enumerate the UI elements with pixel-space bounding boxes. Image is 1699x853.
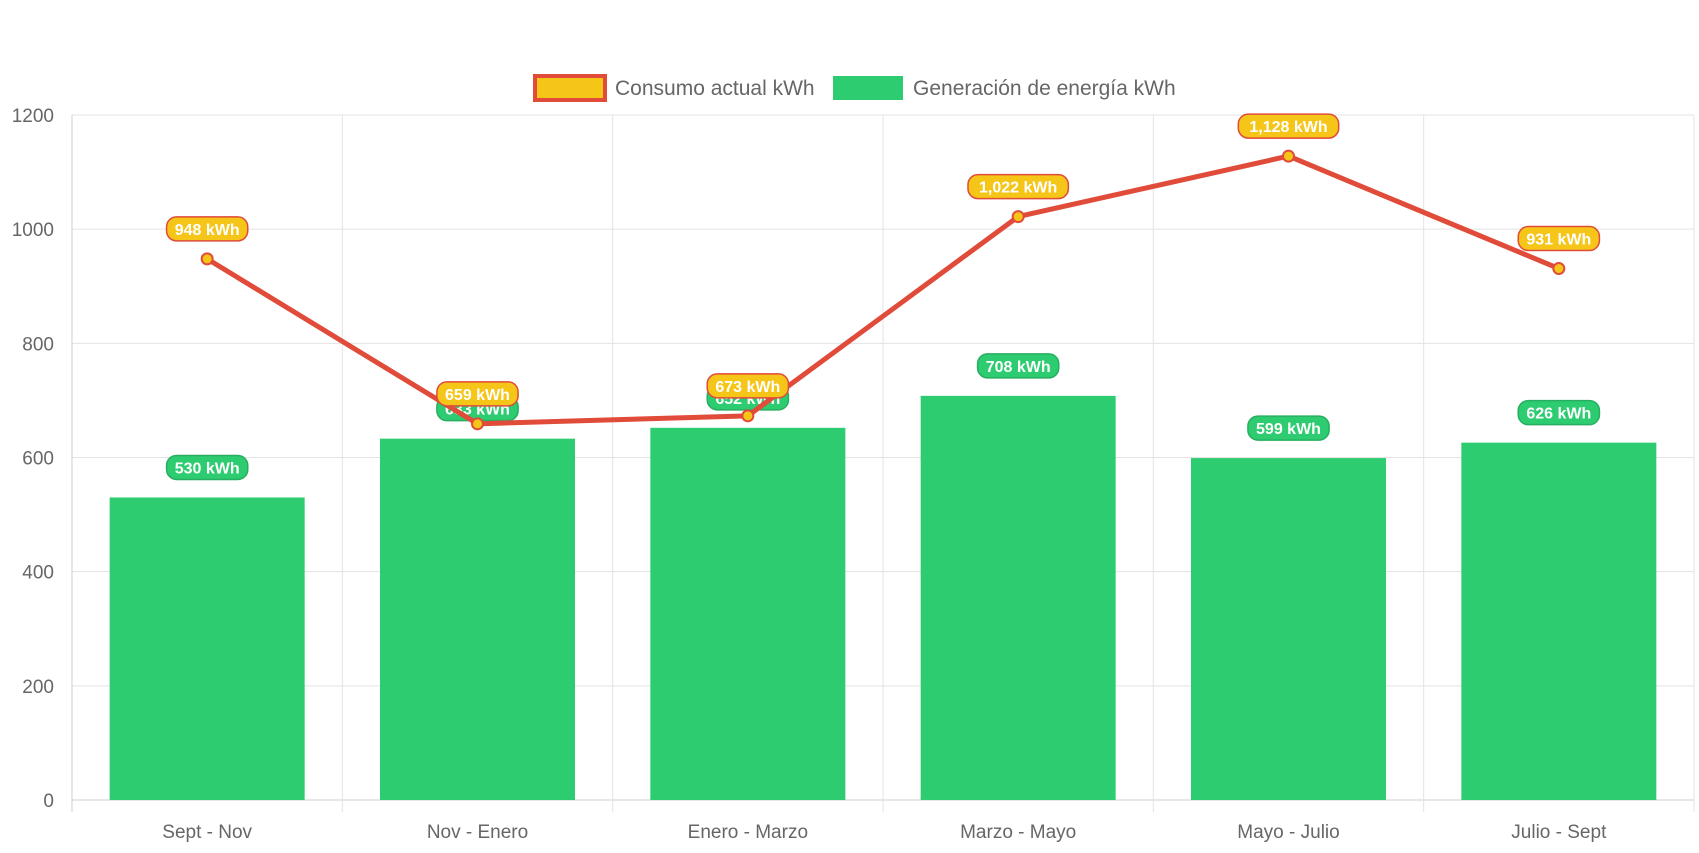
line-point[interactable] [1282, 149, 1295, 163]
line-data-label: 673 kWh [706, 373, 790, 399]
x-tick-label: Enero - Marzo [688, 822, 808, 843]
bar-data-label-text: 626 kWh [1526, 406, 1591, 423]
legend-label-generacion: Generación de energía kWh [913, 77, 1176, 100]
y-tick-label: 800 [22, 334, 54, 355]
bar-data-label: 530 kWh [165, 454, 249, 481]
bar-series [109, 395, 1657, 800]
line-point[interactable] [1011, 210, 1025, 224]
line-data-label-background [1237, 113, 1340, 139]
y-tick-label: 0 [43, 791, 54, 812]
line-data-label-background [165, 216, 249, 242]
y-tick-label: 200 [22, 677, 54, 698]
x-tick-label: Marzo - Mayo [960, 822, 1076, 843]
bar[interactable] [1191, 458, 1386, 800]
legend-label-consumo: Consumo actual kWh [615, 77, 815, 100]
line-point[interactable] [200, 252, 214, 266]
line-data-label-text: 659 kWh [445, 387, 510, 404]
line-data-label-background [1517, 225, 1601, 252]
line-series [200, 149, 1566, 431]
x-tick-label: Sept - Nov [162, 822, 252, 843]
line-data-label: 1,128 kWh [1237, 113, 1340, 139]
consumo-line [205, 153, 1560, 427]
bar-data-label-text: 708 kWh [986, 359, 1051, 376]
legend-swatch-generacion [833, 76, 903, 100]
line-data-label: 659 kWh [436, 381, 519, 407]
y-tick-label: 600 [22, 449, 54, 470]
line-data-label-text: 948 kWh [175, 222, 240, 239]
bar-data-label: 708 kWh [976, 353, 1060, 379]
bar[interactable] [1461, 442, 1657, 800]
bar-data-label-text: 530 kWh [175, 460, 240, 477]
line-data-label-background [967, 173, 1070, 200]
line-data-label-text: 673 kWh [715, 379, 780, 396]
legend-swatch-consumo [533, 74, 607, 102]
bar-data-label-background [1517, 399, 1601, 426]
bar[interactable] [380, 438, 575, 800]
bar-data-label-text: 599 kWh [1256, 421, 1321, 438]
line-point[interactable] [741, 409, 755, 423]
line-point[interactable] [471, 417, 484, 431]
x-tick-label: Nov - Enero [427, 822, 528, 843]
bar-data-label: 599 kWh [1247, 415, 1330, 441]
line-data-label: 1,022 kWh [967, 173, 1070, 200]
legend: Consumo actual kWh Generación de energía… [533, 74, 1176, 102]
y-tick-label: 1000 [12, 220, 54, 241]
line-data-labels: 948 kWh 659 kWh 673 kWh 1,022 kWh 1,128 kWh 9… [165, 113, 1601, 407]
bar-data-label-background [1247, 415, 1330, 441]
x-tick-label: Mayo - Julio [1237, 822, 1339, 843]
y-tick-label: 1200 [12, 106, 54, 127]
line-data-label-text: 931 kWh [1526, 232, 1591, 249]
line-data-label-background [706, 373, 790, 399]
bar-data-label: 626 kWh [1517, 399, 1601, 426]
legend-item-consumo[interactable]: Consumo actual kWh [533, 74, 815, 102]
bar[interactable] [920, 395, 1116, 800]
bar-data-label-background [165, 454, 249, 481]
line-data-label-text: 1,022 kWh [979, 180, 1057, 197]
grid-lines [71, 114, 1695, 812]
x-tick-label: Julio - Sept [1511, 822, 1607, 843]
line-data-label: 948 kWh [165, 216, 249, 242]
bar[interactable] [109, 497, 305, 800]
bar-data-label-background [976, 353, 1060, 379]
line-data-label-background [436, 381, 519, 407]
bar[interactable] [650, 427, 846, 800]
line-data-label: 931 kWh [1517, 225, 1601, 252]
legend-item-generacion[interactable]: Generación de energía kWh [833, 76, 1176, 100]
y-tick-label: 400 [22, 563, 54, 584]
axes: 0 200 400 600 800 1000 1200 Sept - Nov Nov - Ene… [12, 106, 1607, 843]
line-data-label-text: 1,128 kWh [1249, 119, 1327, 136]
line-point[interactable] [1552, 262, 1566, 276]
